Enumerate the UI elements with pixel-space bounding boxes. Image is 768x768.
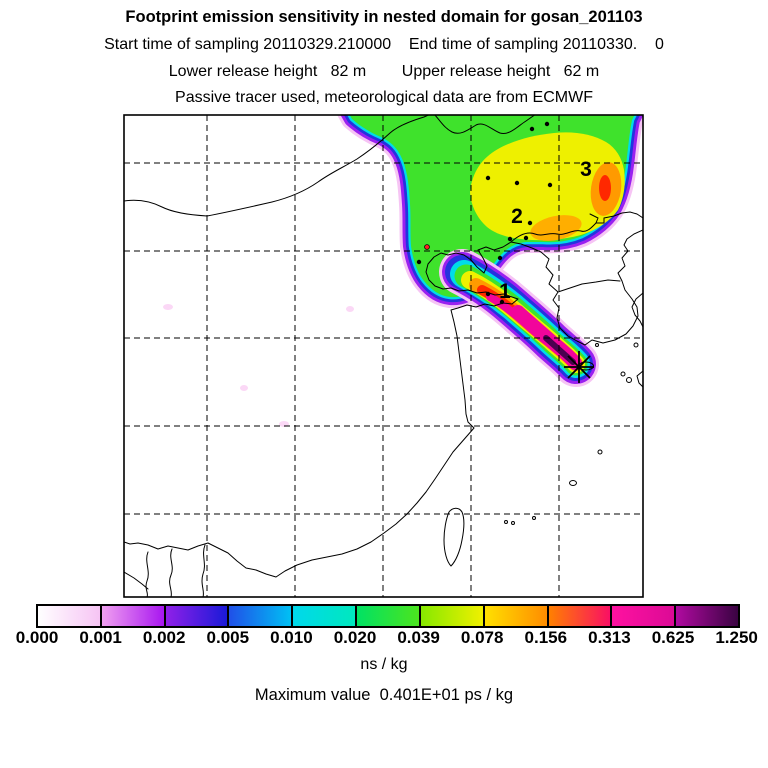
colorbar-tick-0.078: 0.078 (460, 628, 504, 647)
city-dot (497, 255, 503, 261)
city-dot (416, 259, 422, 265)
star-arm (567, 355, 591, 379)
yalu-border-line (510, 222, 597, 243)
mongolia-border-line (124, 115, 430, 217)
colorbar-tick-0.156: 0.156 (524, 628, 568, 647)
region-label-2: 2 (511, 205, 523, 228)
inland-border-4 (124, 571, 149, 590)
inland-border-3 (201, 544, 206, 597)
colorbar-tick-0.001: 0.001 (79, 628, 122, 647)
russia-coast-line (589, 211, 643, 224)
city-dot (544, 121, 550, 127)
receptor-star-marker (564, 351, 594, 383)
emission-plume (163, 115, 643, 427)
map-border (123, 114, 644, 598)
colorbar-segment-9 (612, 606, 677, 626)
colorbar-tick-0.313: 0.313 (588, 628, 631, 647)
inland-border-2 (169, 548, 173, 597)
japan-coast-sliver-1 (631, 292, 643, 328)
inland-border-1 (145, 551, 149, 597)
colorbar-segment-1 (101, 606, 166, 626)
plume-tail (439, 249, 599, 387)
colorbar-tick-0.002: 0.002 (142, 628, 186, 647)
colorbar-tick-0.010: 0.010 (270, 628, 313, 647)
city-dot (499, 299, 505, 305)
city-dot (485, 291, 491, 297)
colorbar-tick-1.250: 1.250 (715, 628, 758, 647)
sampling-times-line: Start time of sampling 20110329.210000 E… (104, 36, 664, 53)
city-dot (529, 126, 535, 132)
plume-red-hotspot-3 (599, 175, 611, 201)
colorbar-segment-8 (548, 606, 613, 626)
plot-title: Footprint emission sensitivity in nested… (125, 8, 643, 26)
plume-faint-smudges (163, 304, 354, 427)
colorbar-segment-6 (420, 606, 485, 626)
tracer-note-line: Passive tracer used, meteorological data… (175, 89, 593, 106)
city-dot (547, 182, 553, 188)
city-dot (507, 236, 513, 242)
city-dot (485, 175, 491, 181)
region-label-3: 3 (580, 158, 592, 181)
colorbar-tick-labels: 0.000 0.001 0.002 0.005 0.010 0.020 0.039 0.078… (0, 628, 768, 648)
highlight-city-dot (424, 244, 430, 250)
city-dot (523, 235, 529, 241)
china-korea-coastline (124, 229, 643, 578)
city-dots-layer (416, 121, 553, 305)
colorbar-segment-3 (229, 606, 294, 626)
release-heights-line: Lower release height 82 m Upper release … (168, 63, 600, 80)
city-dot (527, 220, 533, 226)
taiwan-island (443, 507, 465, 567)
coastlines (124, 115, 643, 597)
region-label-1: 1 (499, 280, 511, 303)
max-value-label: Maximum value 0.401E+01 ps / kg (254, 686, 514, 704)
small-islands (504, 342, 639, 525)
colorbar-segment-4 (293, 606, 358, 626)
colorbar-tick-0.039: 0.039 (397, 628, 440, 647)
colorbar-segment-5 (357, 606, 421, 626)
colorbar-units-label: ns / kg (360, 656, 408, 673)
japan-coast-sliver-2 (636, 370, 643, 388)
colorbar-segment-0 (38, 606, 102, 626)
korea-dmz-line (557, 279, 621, 293)
colorbar-segment-2 (165, 606, 230, 626)
colorbar (36, 604, 740, 628)
colorbar-tick-0.625: 0.625 (651, 628, 695, 647)
plume-yellow-region (470, 132, 625, 241)
colorbar-tick-0.005: 0.005 (206, 628, 250, 647)
graticule-grid (124, 115, 643, 597)
colorbar-tick-0.000: 0.000 (15, 628, 59, 647)
amur-border-line (434, 115, 536, 135)
colorbar-segment-7 (484, 606, 549, 626)
colorbar-segment-10 (676, 606, 738, 626)
colorbar-tick-0.020: 0.020 (333, 628, 377, 647)
region-number-labels: 1 2 3 (499, 158, 592, 303)
city-dot (514, 180, 520, 186)
